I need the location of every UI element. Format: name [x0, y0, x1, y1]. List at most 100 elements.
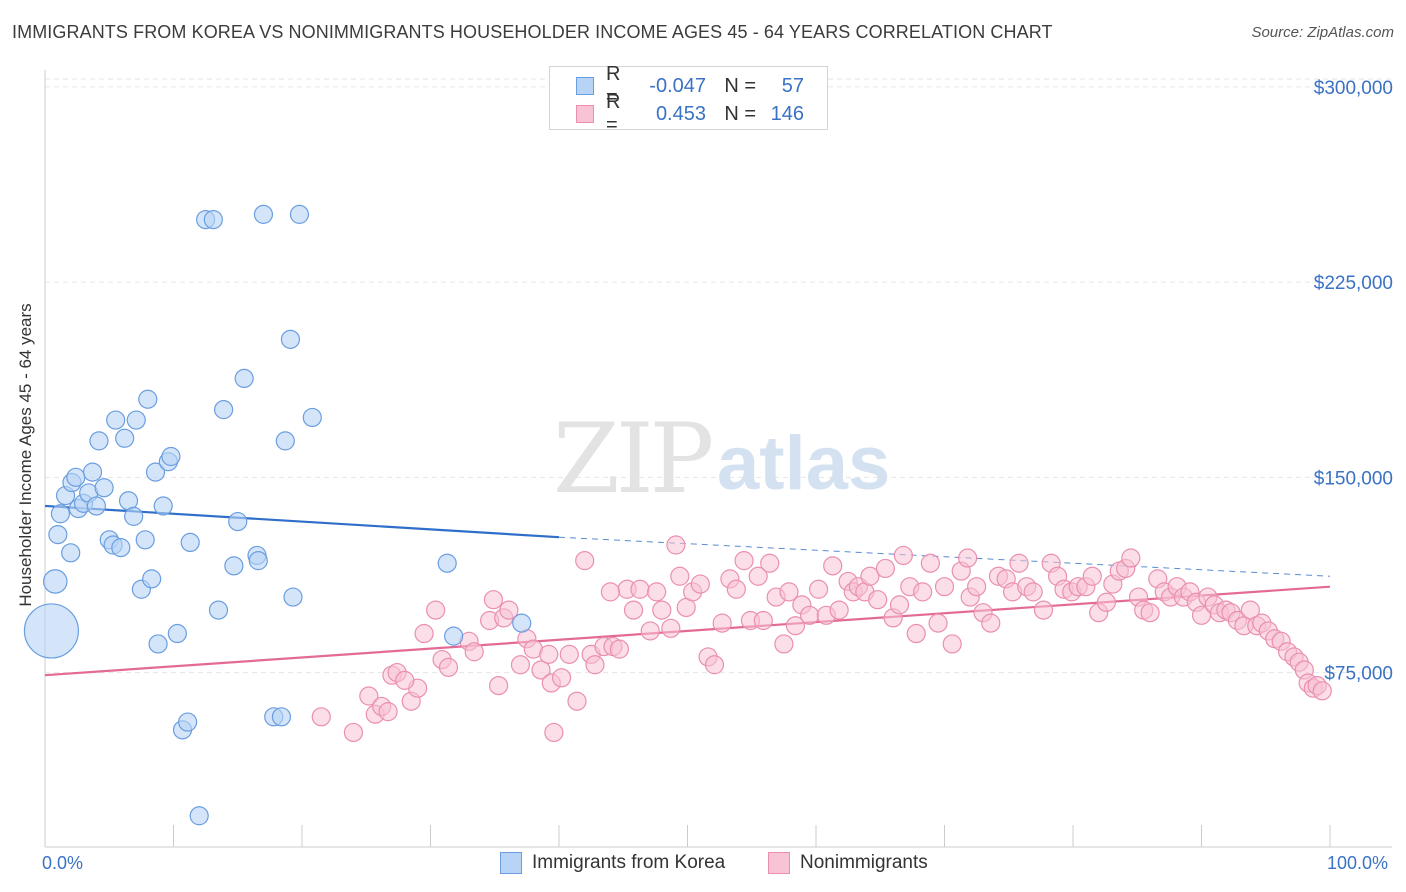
point-nonimmigrants — [934, 577, 955, 597]
point-nonimmigrants — [1121, 548, 1141, 568]
point-nonimmigrants — [760, 553, 780, 573]
point-korea — [48, 524, 68, 545]
point-nonimmigrants — [774, 634, 794, 654]
legend-item-nonimmigrants[interactable]: Nonimmigrants — [768, 852, 928, 874]
point-korea — [437, 553, 457, 573]
point-korea — [167, 623, 187, 644]
r-value-korea: -0.047 — [649, 74, 706, 97]
stats-legend: R = -0.047 N = 57 R = 0.453 N = 146 — [549, 63, 828, 136]
point-nonimmigrants — [623, 600, 644, 620]
point-korea — [208, 600, 229, 620]
point-nonimmigrants — [567, 691, 587, 711]
point-korea — [283, 587, 303, 607]
point-korea — [275, 431, 295, 451]
n-value-nonimmigrants: 146 — [770, 102, 804, 125]
point-korea — [444, 626, 464, 646]
point-nonimmigrants — [868, 590, 888, 610]
point-korea — [271, 707, 292, 727]
point-nonimmigrants — [652, 600, 672, 620]
point-korea — [289, 204, 310, 224]
point-nonimmigrants — [889, 595, 910, 615]
y-tick-labels: $75,000 $150,000 $225,000 $300,000 — [1314, 78, 1393, 685]
point-nonimmigrants — [499, 600, 519, 620]
point-nonimmigrants — [958, 548, 978, 568]
stats-row-nonimmigrants: R = 0.453 N = 146 — [576, 91, 804, 136]
point-nonimmigrants — [942, 634, 962, 654]
point-nonimmigrants — [585, 655, 605, 675]
stats-row-korea: R = -0.047 N = 57 — [576, 63, 804, 108]
watermark-atlas: atlas — [717, 421, 891, 506]
point-korea — [111, 538, 131, 558]
point-korea — [512, 613, 532, 633]
point-nonimmigrants — [823, 556, 843, 576]
point-nonimmigrants — [734, 551, 754, 571]
point-nonimmigrants — [928, 613, 948, 633]
point-nonimmigrants — [438, 657, 459, 677]
point-korea — [224, 556, 244, 576]
point-korea — [135, 530, 155, 550]
y-tick-label-3: $300,000 — [1314, 78, 1393, 99]
point-korea — [161, 446, 181, 467]
point-korea — [153, 496, 173, 516]
point-nonimmigrants — [808, 579, 829, 599]
point-nonimmigrants — [704, 655, 725, 675]
point-nonimmigrants — [378, 702, 398, 722]
n-value-korea: 57 — [781, 74, 804, 97]
x-tick-max: 100.0% — [1327, 853, 1389, 873]
point-nonimmigrants — [1033, 600, 1054, 620]
point-nonimmigrants — [690, 574, 710, 594]
point-nonimmigrants — [913, 582, 933, 602]
point-korea — [23, 603, 80, 659]
point-nonimmigrants — [609, 639, 629, 659]
y-axis-label: Householder Income Ages 45 - 64 years — [16, 303, 35, 607]
point-nonimmigrants — [544, 722, 564, 743]
point-korea — [106, 410, 126, 430]
point-korea — [82, 462, 103, 482]
chart-title: IMMIGRANTS FROM KOREA VS NONIMMIGRANTS H… — [12, 22, 1053, 42]
n-label: N = — [724, 102, 756, 125]
watermark-zip: ZIP — [553, 403, 714, 515]
point-nonimmigrants — [1140, 603, 1160, 623]
point-korea — [148, 634, 168, 654]
point-nonimmigrants — [1023, 582, 1043, 602]
point-nonimmigrants — [600, 582, 621, 602]
x-tick-min: 0.0% — [42, 853, 84, 873]
n-label: N = — [724, 74, 756, 97]
point-nonimmigrants — [539, 644, 559, 664]
point-nonimmigrants — [640, 621, 660, 641]
point-nonimmigrants — [1009, 553, 1029, 573]
point-korea — [142, 569, 162, 589]
source-label: Source: ZipAtlas.com — [1251, 24, 1394, 41]
point-nonimmigrants — [893, 545, 913, 566]
point-nonimmigrants — [395, 670, 415, 690]
point-korea — [203, 209, 223, 230]
point-nonimmigrants — [1096, 592, 1117, 612]
point-nonimmigrants — [748, 566, 768, 586]
point-nonimmigrants — [426, 600, 446, 620]
point-nonimmigrants — [359, 686, 379, 706]
swatch-korea — [576, 77, 594, 95]
point-korea — [228, 511, 248, 532]
legend-swatch-korea — [500, 852, 522, 874]
legend-label-korea: Immigrants from Korea — [532, 852, 726, 873]
point-nonimmigrants — [712, 613, 732, 633]
point-nonimmigrants — [670, 566, 690, 586]
point-nonimmigrants — [483, 590, 504, 610]
y-tick-label-0: $75,000 — [1324, 664, 1393, 685]
point-korea — [253, 204, 274, 224]
point-nonimmigrants — [630, 579, 650, 599]
trend-dashed-korea — [558, 536, 1331, 577]
legend-item-korea[interactable]: Immigrants from Korea — [500, 852, 725, 874]
r-value-nonimmigrants: 0.453 — [655, 102, 706, 125]
point-nonimmigrants — [489, 675, 509, 696]
point-nonimmigrants — [906, 623, 926, 644]
point-nonimmigrants — [860, 566, 880, 586]
point-korea — [66, 467, 86, 487]
point-nonimmigrants — [343, 722, 363, 743]
point-nonimmigrants — [1312, 681, 1332, 701]
point-korea — [115, 428, 135, 448]
point-nonimmigrants — [311, 707, 331, 727]
series-legend: Immigrants from Korea Nonimmigrants — [0, 852, 1406, 878]
point-nonimmigrants — [1082, 566, 1102, 586]
